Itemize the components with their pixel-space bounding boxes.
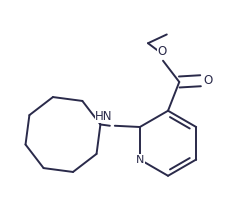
Text: N: N	[136, 155, 144, 164]
Text: HN: HN	[95, 110, 113, 123]
Text: O: O	[157, 45, 166, 58]
Text: O: O	[203, 74, 213, 87]
